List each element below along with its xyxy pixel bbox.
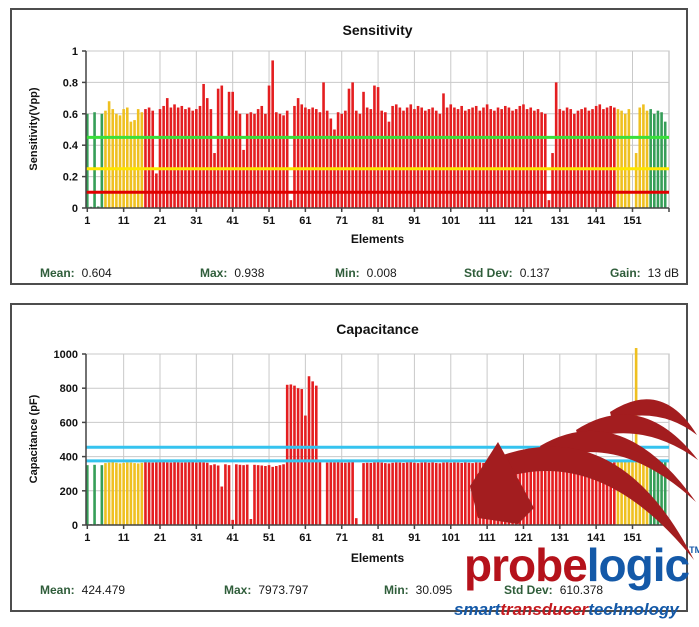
svg-text:151: 151 — [623, 215, 641, 227]
svg-text:600: 600 — [60, 417, 78, 429]
svg-text:800: 800 — [60, 383, 78, 395]
svg-text:31: 31 — [190, 215, 202, 227]
sensitivity-x-axis-label: Elements — [350, 232, 405, 246]
stat-stddev: Std Dev: 0.137 — [464, 266, 550, 280]
svg-text:1: 1 — [84, 215, 90, 227]
svg-text:41: 41 — [227, 532, 239, 544]
svg-text:101: 101 — [442, 215, 460, 227]
stat-min: Min: 0.008 — [335, 266, 397, 280]
svg-text:41: 41 — [227, 215, 239, 227]
svg-text:101: 101 — [442, 532, 460, 544]
sound-wave-arcs-icon — [470, 399, 698, 560]
svg-text:81: 81 — [372, 532, 384, 544]
svg-text:0: 0 — [72, 203, 78, 215]
svg-text:400: 400 — [60, 452, 78, 464]
stat-mean: Mean: 424.479 — [40, 583, 126, 597]
svg-text:111: 111 — [479, 532, 496, 544]
svg-text:131: 131 — [551, 215, 569, 227]
svg-text:0.4: 0.4 — [63, 140, 79, 152]
brand-logic: logic — [586, 539, 690, 591]
sensitivity-title: Sensitivity — [342, 22, 413, 38]
svg-text:1: 1 — [72, 46, 78, 58]
svg-text:21: 21 — [154, 215, 166, 227]
svg-text:61: 61 — [299, 215, 311, 227]
svg-text:0.8: 0.8 — [63, 77, 78, 89]
svg-text:71: 71 — [336, 215, 348, 227]
svg-text:0.2: 0.2 — [63, 172, 78, 184]
probelogic-logo: probelogicTM smarttransducertechnology — [430, 390, 699, 627]
svg-text:200: 200 — [60, 486, 78, 498]
stat-max: Max: 7973.797 — [224, 583, 309, 597]
svg-text:11: 11 — [118, 532, 130, 544]
svg-text:81: 81 — [372, 215, 384, 227]
svg-text:51: 51 — [263, 532, 275, 544]
svg-text:91: 91 — [408, 215, 420, 227]
svg-text:1: 1 — [84, 532, 90, 544]
svg-text:11: 11 — [118, 215, 130, 227]
stat-min: Min: 30.095 — [384, 583, 453, 597]
trademark-symbol: TM — [689, 545, 699, 555]
svg-text:121: 121 — [514, 215, 532, 227]
svg-text:71: 71 — [336, 532, 348, 544]
stat-gain: Gain: 13 dB — [610, 266, 680, 280]
capacitance-x-axis-label: Elements — [350, 551, 405, 565]
svg-text:141: 141 — [587, 215, 605, 227]
svg-text:21: 21 — [154, 532, 166, 544]
svg-text:121: 121 — [514, 532, 532, 544]
svg-text:151: 151 — [623, 532, 641, 544]
sensitivity-chart: 00.20.40.60.811 11 21 31 41 51 61 71 81 91 101 111 1… — [63, 46, 670, 227]
svg-text:131: 131 — [551, 532, 569, 544]
brand-probe: probe — [464, 539, 588, 591]
brand-wordmark: probelogicTM — [464, 542, 699, 588]
sensitivity-panel: Sensitivity Sensitivity(Vpp) 0 0.2 0.4 0.6 0… — [10, 8, 688, 285]
stat-mean: Mean: 0.604 — [40, 266, 112, 280]
svg-text:0.6: 0.6 — [63, 109, 78, 121]
brand-tagline: smarttransducertechnology — [454, 600, 679, 619]
svg-text:0: 0 — [72, 520, 78, 532]
stat-stddev: Std Dev: 610.378 — [504, 583, 604, 597]
svg-text:31: 31 — [190, 532, 202, 544]
sensitivity-stats-row: Mean: 0.604 Max: 0.938 Min: 0.008 Std Dev: 0… — [12, 266, 686, 282]
svg-text:91: 91 — [408, 532, 420, 544]
svg-text:1000: 1000 — [54, 349, 78, 361]
svg-text:61: 61 — [299, 532, 311, 544]
capacitance-title: Capacitance — [336, 321, 419, 337]
probe-tip-icon — [470, 442, 534, 524]
svg-text:51: 51 — [263, 215, 275, 227]
svg-text:141: 141 — [587, 532, 605, 544]
capacitance-stats-row: Mean: 424.479 Max: 7973.797 Min: 30.095 Std… — [12, 583, 686, 599]
svg-text:111: 111 — [479, 215, 496, 227]
stat-max: Max: 0.938 — [200, 266, 265, 280]
